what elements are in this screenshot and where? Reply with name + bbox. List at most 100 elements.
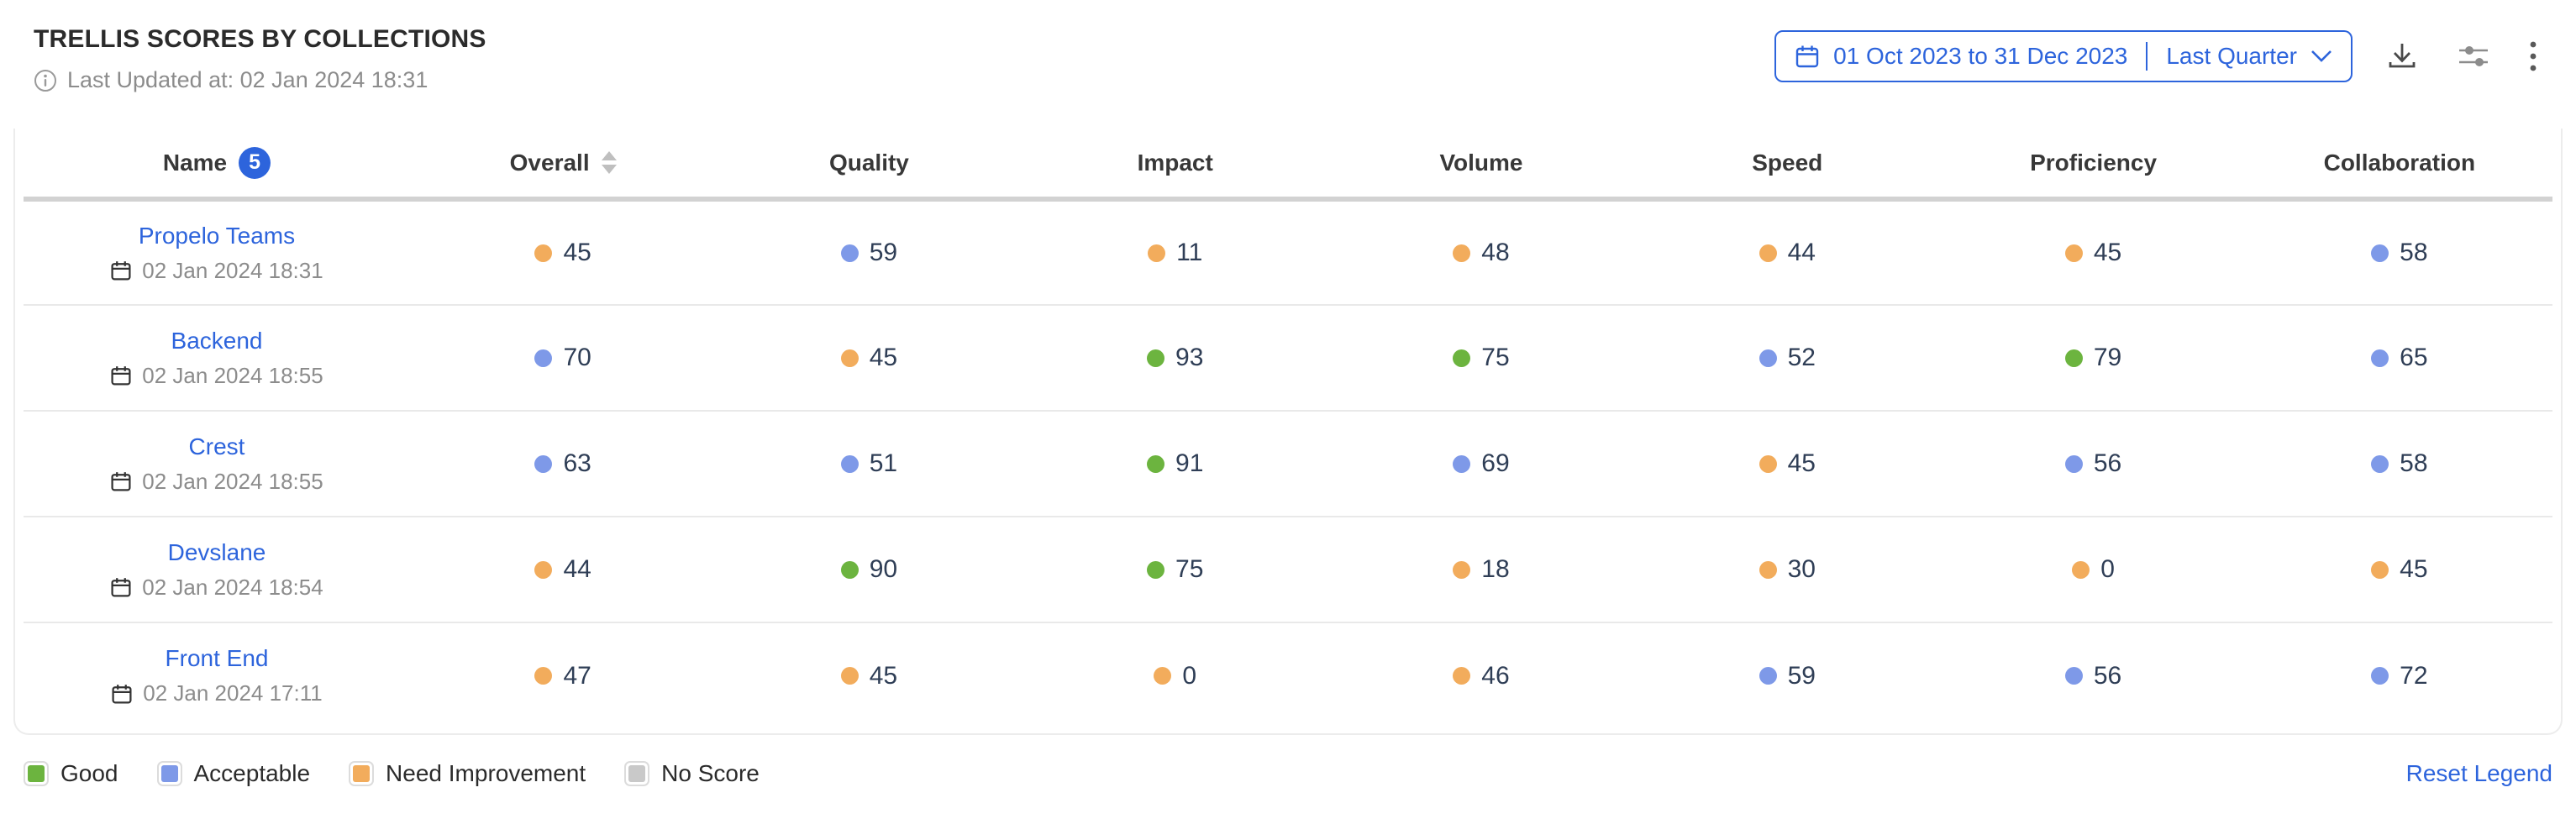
table-row: Propelo Teams 02 Jan 2024 18:31 45 59 11 (24, 199, 2552, 305)
row-date: 02 Jan 2024 17:11 (111, 680, 323, 706)
score-dot (1147, 454, 1165, 473)
collection-link[interactable]: Crest (188, 433, 245, 459)
score-value: 44 (1787, 239, 1816, 266)
date-range-picker[interactable]: 01 Oct 2023 to 31 Dec 2023 Last Quarter (1774, 30, 2353, 82)
legend-item-acceptable[interactable]: Acceptable (156, 760, 311, 787)
chevron-down-icon (2311, 50, 2332, 63)
score-value: 48 (1481, 239, 1510, 266)
date-preset-text: Last Quarter (2166, 43, 2297, 69)
score-dot (2064, 454, 2083, 473)
score-value: 75 (1481, 344, 1510, 371)
info-icon (34, 69, 57, 92)
score-value: 11 (1176, 239, 1203, 266)
column-header-proficiency: Proficiency (1940, 129, 2247, 202)
collection-link[interactable]: Front End (165, 645, 269, 671)
score-cell: 93 (1147, 344, 1203, 372)
score-value: 44 (563, 555, 591, 583)
score-value: 45 (869, 344, 898, 371)
download-button[interactable] (2381, 35, 2423, 77)
score-value: 51 (869, 449, 898, 477)
score-value: 79 (2093, 344, 2122, 371)
score-value: 46 (1481, 661, 1510, 690)
legend-label: Acceptable (193, 760, 311, 786)
title-block: TRELLIS SCORES BY COLLECTIONS Last Updat… (34, 25, 486, 93)
score-cell: 79 (2064, 344, 2122, 372)
legend-item-good[interactable]: Good (24, 760, 118, 787)
legend-swatch-icon (24, 761, 49, 786)
scores-table: Name 5 Overall Quality Impact (24, 129, 2552, 728)
collection-link[interactable]: Propelo Teams (138, 222, 296, 249)
score-dot (2371, 244, 2389, 262)
legend-swatch-icon (156, 761, 182, 786)
score-dot (1453, 667, 1471, 685)
legend-label: No Score (661, 760, 760, 786)
score-value: 52 (1787, 344, 1816, 371)
reset-legend-link[interactable]: Reset Legend (2405, 760, 2552, 786)
score-dot (1453, 349, 1471, 367)
row-date: 02 Jan 2024 18:31 (110, 258, 323, 284)
legend-item-no-score[interactable]: No Score (624, 760, 760, 787)
score-dot (1147, 349, 1165, 367)
widget-header: TRELLIS SCORES BY COLLECTIONS Last Updat… (0, 25, 2576, 93)
score-cell: 52 (1759, 344, 1816, 372)
score-dot (840, 349, 859, 367)
settings-button[interactable] (2452, 35, 2495, 77)
date-range-text: 01 Oct 2023 to 31 Dec 2023 (1833, 43, 2128, 69)
score-value: 72 (2400, 661, 2428, 690)
score-value: 65 (2400, 344, 2428, 371)
collection-link[interactable]: Devslane (167, 538, 266, 565)
legend-item-need-improvement[interactable]: Need Improvement (349, 760, 586, 787)
score-dot (1453, 560, 1471, 579)
collection-link[interactable]: Backend (171, 327, 263, 354)
score-cell: 45 (2064, 239, 2121, 267)
score-value: 69 (1481, 449, 1510, 477)
row-date: 02 Jan 2024 18:55 (110, 469, 323, 495)
row-date-text: 02 Jan 2024 17:11 (143, 680, 323, 706)
row-date-text: 02 Jan 2024 18:54 (142, 574, 323, 600)
score-value: 47 (563, 661, 591, 690)
score-value: 18 (1481, 555, 1510, 583)
score-value: 45 (2400, 555, 2428, 583)
legend-swatch-icon (624, 761, 650, 786)
score-value: 59 (1787, 661, 1816, 690)
widget-controls: 01 Oct 2023 to 31 Dec 2023 Last Quarter (1774, 30, 2542, 82)
score-cell: 72 (2371, 661, 2428, 690)
table-row: Front End 02 Jan 2024 17:11 47 45 0 4 (24, 622, 2552, 728)
calendar-icon (1795, 44, 1820, 69)
row-date-text: 02 Jan 2024 18:55 (142, 468, 323, 494)
score-cell: 75 (1147, 555, 1203, 584)
row-date-text: 02 Jan 2024 18:31 (142, 257, 323, 283)
score-cell: 0 (1154, 662, 1196, 690)
score-dot (2064, 667, 2083, 685)
score-value: 45 (563, 239, 591, 266)
score-dot (1147, 560, 1165, 579)
divider (2146, 42, 2148, 71)
score-cell: 91 (1147, 449, 1203, 478)
row-date-text: 02 Jan 2024 18:55 (142, 362, 323, 388)
score-cell: 48 (1453, 239, 1510, 267)
score-cell: 90 (840, 555, 897, 584)
calendar-icon (111, 683, 133, 705)
score-value: 56 (2093, 661, 2122, 690)
legend-items: Good Acceptable Need Improvement No Scor… (24, 760, 760, 787)
table-row: Devslane 02 Jan 2024 18:54 44 90 75 1 (24, 516, 2552, 622)
score-cell: 45 (534, 239, 591, 267)
column-label: Overall (509, 149, 590, 176)
score-dot (840, 560, 859, 579)
score-cell: 59 (1759, 662, 1816, 690)
calendar-icon (110, 576, 132, 598)
sort-carets-icon[interactable] (601, 151, 617, 174)
legend-label: Need Improvement (386, 760, 586, 786)
score-dot (534, 667, 553, 685)
more-menu-button[interactable] (2524, 34, 2542, 78)
score-dot (1148, 244, 1166, 262)
score-value: 93 (1175, 344, 1204, 371)
score-dot (534, 454, 553, 473)
score-cell: 51 (840, 449, 898, 478)
score-value: 0 (1182, 661, 1197, 690)
table-row: Crest 02 Jan 2024 18:55 63 51 91 69 (24, 410, 2552, 517)
score-cell: 45 (840, 662, 897, 690)
score-dot (2072, 560, 2090, 579)
score-value: 58 (2400, 449, 2428, 477)
column-header-overall[interactable]: Overall (410, 129, 717, 202)
